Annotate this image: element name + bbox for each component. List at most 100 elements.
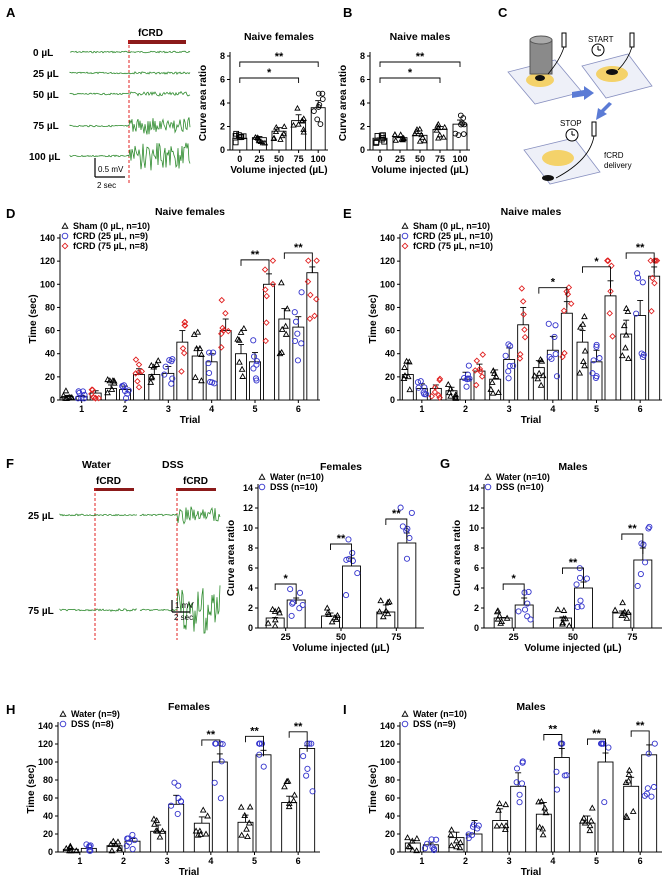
x-axis-label: Volume injected (µL) bbox=[230, 165, 327, 176]
x-tick-label: 6 bbox=[638, 404, 643, 414]
panel-letter: G bbox=[440, 456, 450, 471]
data-point bbox=[524, 613, 531, 620]
data-point bbox=[436, 131, 443, 138]
data-point bbox=[521, 606, 529, 613]
data-point bbox=[651, 279, 658, 287]
data-point bbox=[278, 348, 286, 355]
significance-label: ** bbox=[636, 720, 645, 732]
data-point bbox=[458, 121, 464, 128]
data-point bbox=[476, 365, 484, 373]
data-point bbox=[527, 616, 534, 623]
data-point bbox=[65, 393, 73, 400]
significance-label: ** bbox=[275, 51, 284, 63]
data-point bbox=[147, 361, 155, 368]
y-tick-label: 6 bbox=[360, 75, 365, 85]
chart-title: Females bbox=[168, 701, 210, 713]
data-point bbox=[104, 389, 111, 396]
data-point bbox=[408, 509, 415, 516]
data-point bbox=[354, 570, 361, 577]
data-point bbox=[232, 139, 239, 146]
data-point bbox=[280, 130, 287, 137]
y-tick-label: 0 bbox=[360, 145, 365, 155]
data-point bbox=[168, 380, 175, 387]
data-point bbox=[343, 592, 350, 599]
data-point bbox=[645, 525, 652, 532]
data-point bbox=[593, 343, 600, 350]
data-point bbox=[299, 601, 306, 609]
data-point bbox=[333, 615, 340, 622]
x-tick-label: 100 bbox=[452, 154, 467, 164]
data-point bbox=[622, 344, 629, 351]
data-point bbox=[192, 373, 199, 380]
y-tick-label: 4 bbox=[220, 98, 225, 108]
data-point bbox=[401, 363, 408, 370]
data-point bbox=[292, 318, 300, 325]
data-point bbox=[598, 740, 605, 747]
cylinder bbox=[529, 39, 553, 75]
data-point bbox=[531, 372, 538, 379]
data-point bbox=[400, 135, 407, 142]
data-point bbox=[452, 837, 460, 844]
data-point bbox=[413, 847, 420, 854]
x-tick-label: 50 bbox=[274, 154, 284, 164]
data-point bbox=[552, 351, 559, 358]
data-point bbox=[148, 373, 156, 380]
data-point bbox=[489, 367, 497, 374]
data-point bbox=[125, 835, 132, 842]
data-point bbox=[513, 765, 521, 772]
emg-trace bbox=[69, 71, 191, 76]
data-point bbox=[289, 600, 296, 607]
data-point bbox=[557, 740, 564, 747]
panel-letter: H bbox=[6, 702, 15, 717]
data-point bbox=[622, 331, 630, 338]
bar bbox=[310, 107, 326, 151]
significance-label: ** bbox=[628, 523, 637, 535]
data-point bbox=[525, 588, 532, 595]
scale-time-label: 2 sec bbox=[174, 613, 193, 622]
data-point bbox=[421, 384, 428, 391]
data-point bbox=[156, 833, 164, 840]
y-tick-label: 40 bbox=[45, 349, 55, 359]
data-point bbox=[250, 365, 257, 372]
data-point bbox=[538, 797, 545, 804]
bar bbox=[532, 367, 545, 401]
data-point bbox=[204, 812, 211, 819]
data-point bbox=[319, 90, 326, 97]
syringe-icon bbox=[591, 121, 597, 137]
legend-label: Water (n=10) bbox=[496, 472, 550, 482]
data-point bbox=[435, 124, 442, 131]
panel-c-schematic: C START STOP fCRD delivery bbox=[498, 5, 653, 185]
x-tick-label: 50 bbox=[336, 632, 346, 642]
x-tick-label: 75 bbox=[627, 632, 637, 642]
data-point bbox=[622, 304, 630, 311]
data-point bbox=[380, 132, 386, 139]
data-point bbox=[253, 358, 260, 365]
tube bbox=[617, 46, 633, 71]
emg-trace bbox=[69, 142, 191, 171]
data-point bbox=[516, 799, 523, 806]
data-point bbox=[639, 279, 646, 286]
data-point bbox=[428, 836, 435, 843]
chart-title: Naive females bbox=[155, 206, 225, 218]
data-point bbox=[290, 797, 298, 804]
data-point bbox=[586, 822, 594, 829]
significance-bracket bbox=[621, 533, 644, 554]
legend-label: Water (n=10) bbox=[413, 709, 467, 719]
data-point bbox=[236, 132, 242, 138]
panel-letter-c: C bbox=[498, 5, 508, 20]
x-tick-label: 0 bbox=[377, 154, 382, 164]
data-point bbox=[606, 310, 613, 317]
data-point bbox=[441, 123, 448, 130]
data-point bbox=[178, 368, 185, 375]
data-point bbox=[436, 376, 443, 384]
data-point bbox=[408, 837, 416, 844]
data-point bbox=[246, 803, 254, 810]
data-point bbox=[328, 618, 336, 625]
y-tick-label: 8 bbox=[360, 51, 365, 61]
data-point bbox=[269, 280, 277, 288]
data-point bbox=[496, 612, 503, 619]
data-point bbox=[257, 138, 265, 144]
data-point bbox=[315, 104, 322, 110]
data-point bbox=[635, 274, 642, 281]
